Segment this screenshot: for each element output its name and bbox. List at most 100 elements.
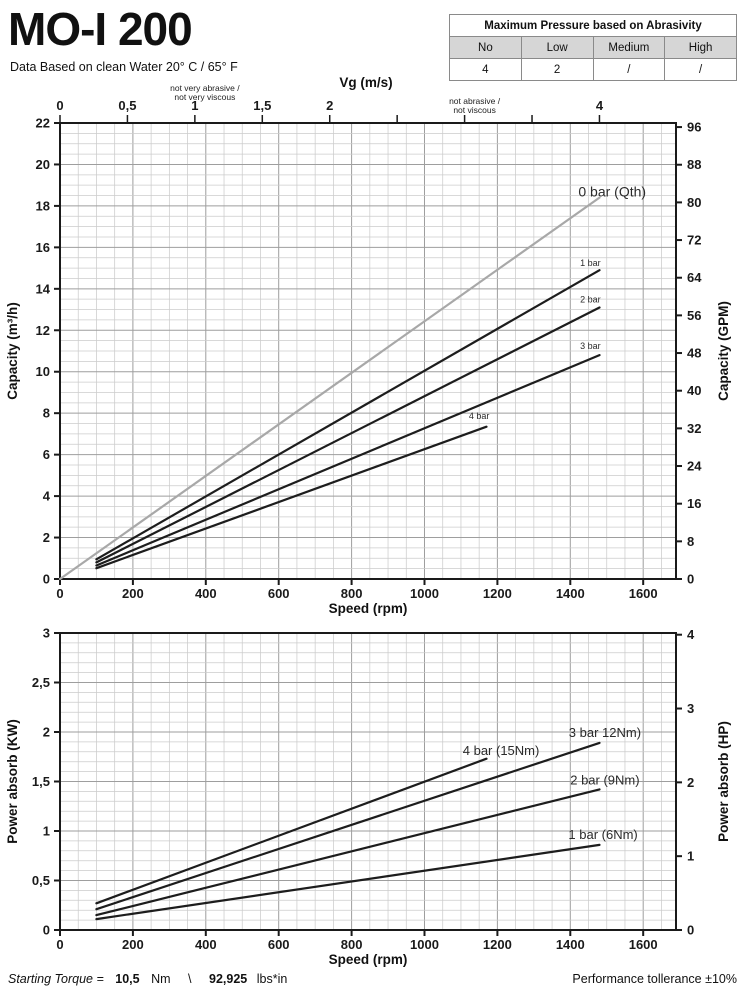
svg-text:64: 64: [687, 270, 702, 285]
svg-text:96: 96: [687, 120, 701, 135]
svg-text:3: 3: [43, 626, 50, 641]
svg-text:14: 14: [36, 281, 51, 296]
svg-text:4: 4: [596, 98, 604, 113]
grid: [60, 633, 676, 930]
x-axis-title: Speed (rpm): [329, 601, 408, 616]
svg-text:18: 18: [36, 198, 50, 213]
y-axis-title-right: Power absorb (HP): [716, 721, 731, 842]
abrasivity-col-low: Low: [520, 36, 594, 59]
torque-nm-value: 10,5: [115, 972, 140, 986]
svg-text:0: 0: [43, 572, 50, 587]
torque-lbs-unit: lbs*in: [256, 972, 288, 986]
series-label-3-bar-12nm: 3 bar 12Nm): [569, 725, 641, 740]
svg-text:4: 4: [687, 627, 695, 642]
torque-lbs-value: 92,925: [209, 972, 248, 986]
series-3-bar: 3 bar: [95, 341, 601, 567]
abrasivity-table-title-row: Maximum Pressure based on Abrasivity: [449, 14, 737, 37]
series-3-bar-12nm: 3 bar 12Nm): [95, 725, 641, 911]
svg-text:800: 800: [341, 937, 363, 952]
y-axis-title-right: Capacity (GPM): [716, 301, 731, 401]
abrasivity-col-high: High: [664, 36, 737, 59]
svg-text:1400: 1400: [556, 937, 585, 952]
torque-nm-unit: Nm: [151, 972, 171, 986]
abrasivity-table: Maximum Pressure based on Abrasivity No …: [449, 14, 737, 81]
svg-text:1600: 1600: [629, 586, 658, 601]
series-1-bar-6nm: 1 bar (6Nm): [95, 827, 638, 921]
svg-text:0: 0: [56, 937, 63, 952]
footer-starting-torque: Starting Torque = 10,5 Nm \ 92,925 lbs*i…: [8, 972, 287, 986]
svg-text:8: 8: [43, 406, 50, 421]
svg-text:400: 400: [195, 586, 217, 601]
svg-text:400: 400: [195, 937, 217, 952]
svg-text:20: 20: [36, 157, 50, 172]
abrasivity-table-values-row: 4 2 / /: [449, 58, 737, 81]
svg-text:3: 3: [687, 701, 694, 716]
series-label-1-bar: 1 bar: [580, 258, 601, 268]
footer-tolerance: Performance tollerance ±10%: [572, 972, 737, 986]
svg-text:48: 48: [687, 346, 701, 361]
svg-text:2: 2: [326, 98, 333, 113]
series-1-bar: 1 bar: [95, 258, 601, 561]
chart-capacity: 0 200 400 600 800 1000 1200 1400 160002468101214…: [5, 75, 731, 616]
svg-text:0: 0: [687, 923, 694, 938]
svg-text:0,5: 0,5: [32, 873, 50, 888]
svg-text:1,5: 1,5: [253, 98, 271, 113]
svg-text:88: 88: [687, 157, 701, 172]
series-label-4-bar-15nm: 4 bar (15Nm): [463, 743, 540, 758]
svg-text:0,5: 0,5: [118, 98, 136, 113]
series-label-2-bar: 2 bar: [580, 294, 601, 304]
svg-text:22: 22: [36, 116, 50, 131]
series-2-bar: 2 bar: [95, 294, 601, 564]
svg-text:1: 1: [191, 98, 198, 113]
series-label-4-bar: 4 bar: [469, 411, 490, 421]
abrasivity-value-no: 4: [449, 58, 522, 81]
svg-text:600: 600: [268, 937, 290, 952]
series-4-bar: 4 bar: [95, 411, 490, 570]
svg-text:1200: 1200: [483, 937, 512, 952]
abrasivity-table-header-row: No Low Medium High: [449, 36, 737, 59]
svg-text:2,5: 2,5: [32, 675, 50, 690]
svg-text:not very abrasive /: not very abrasive /: [170, 83, 240, 93]
svg-text:800: 800: [341, 586, 363, 601]
svg-text:16: 16: [36, 240, 50, 255]
svg-text:0: 0: [687, 572, 694, 587]
series-label-0-bar-qth: 0 bar (Qth): [578, 184, 646, 200]
svg-text:600: 600: [268, 586, 290, 601]
svg-text:1000: 1000: [410, 937, 439, 952]
series-label-2-bar-9nm: 2 bar (9Nm): [570, 772, 639, 787]
y-axis-title-left: Capacity (m³/h): [5, 302, 20, 400]
starting-torque-label: Starting Torque =: [8, 972, 104, 986]
torque-separator: \: [188, 972, 192, 986]
series-0-bar-qth: 0 bar (Qth): [58, 184, 646, 581]
svg-text:not viscous: not viscous: [453, 105, 496, 115]
axes: 0 200 400 600 800 1000 1200 1400 1600 0 0,5 1 1,5 2 2,…: [5, 626, 731, 968]
abrasivity-value-high: /: [664, 58, 737, 81]
svg-text:4: 4: [43, 489, 51, 504]
svg-text:200: 200: [122, 586, 144, 601]
svg-text:not very viscous: not very viscous: [174, 92, 235, 102]
svg-text:24: 24: [687, 459, 702, 474]
svg-text:1600: 1600: [629, 937, 658, 952]
svg-text:12: 12: [36, 323, 50, 338]
svg-text:2: 2: [43, 725, 50, 740]
page-subtitle: Data Based on clean Water 20° C / 65° F: [10, 60, 238, 74]
x-axis-title: Speed (rpm): [329, 952, 408, 967]
svg-text:80: 80: [687, 195, 701, 210]
series-label-1-bar-6nm: 1 bar (6Nm): [568, 827, 637, 842]
y-axis-title-left: Power absorb (KW): [5, 719, 20, 844]
svg-text:56: 56: [687, 308, 701, 323]
top-axis-vg: 0 0,5 1 1,5 2 4Vg (m/s)not very abrasive /not…: [56, 75, 604, 123]
svg-text:not abrasive /: not abrasive /: [449, 96, 501, 106]
axes: 0 200 400 600 800 1000 1200 1400 160002468101214…: [5, 116, 731, 617]
chart-power: 0 200 400 600 800 1000 1200 1400 1600 0 0,5 1 1,5 2 2,…: [5, 626, 731, 968]
series-4-bar-15nm: 4 bar (15Nm): [95, 743, 540, 905]
svg-text:1200: 1200: [483, 586, 512, 601]
svg-text:8: 8: [687, 534, 694, 549]
svg-text:2: 2: [43, 530, 50, 545]
svg-text:200: 200: [122, 937, 144, 952]
svg-text:2: 2: [687, 775, 694, 790]
series-label-3-bar: 3 bar: [580, 341, 601, 351]
svg-text:0: 0: [56, 98, 63, 113]
page-title: MO-I 200: [8, 3, 193, 55]
